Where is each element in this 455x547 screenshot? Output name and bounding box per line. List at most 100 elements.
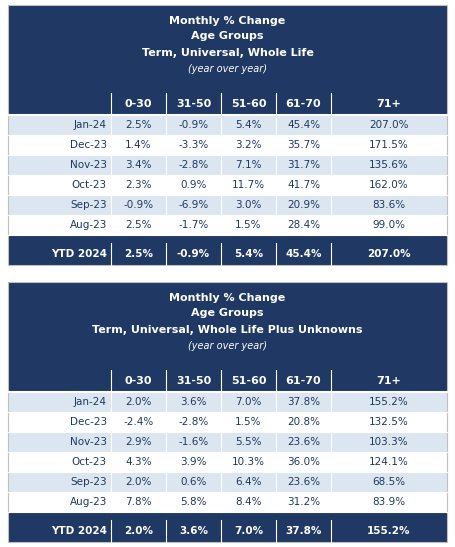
Text: 51-60: 51-60 xyxy=(231,376,266,386)
Text: 5.8%: 5.8% xyxy=(180,497,207,507)
Text: 207.0%: 207.0% xyxy=(369,120,409,130)
Text: 2.0%: 2.0% xyxy=(125,477,152,487)
Text: YTD 2024: YTD 2024 xyxy=(51,526,107,536)
Text: 5.4%: 5.4% xyxy=(234,249,263,259)
Text: Dec-23: Dec-23 xyxy=(70,417,107,427)
Text: 2.3%: 2.3% xyxy=(125,180,152,190)
Text: (year over year): (year over year) xyxy=(188,64,267,74)
Text: 35.7%: 35.7% xyxy=(287,140,320,150)
Text: 132.5%: 132.5% xyxy=(369,417,409,427)
Text: 61-70: 61-70 xyxy=(286,99,321,109)
Text: 7.0%: 7.0% xyxy=(235,397,262,407)
Text: 8.4%: 8.4% xyxy=(235,497,262,507)
Text: 124.1%: 124.1% xyxy=(369,457,409,467)
Text: Nov-23: Nov-23 xyxy=(70,437,107,447)
Text: 155.2%: 155.2% xyxy=(367,526,411,536)
Text: 3.2%: 3.2% xyxy=(235,140,262,150)
Text: 61-70: 61-70 xyxy=(286,376,321,386)
Text: 20.9%: 20.9% xyxy=(287,200,320,210)
Text: 31-50: 31-50 xyxy=(176,376,211,386)
Text: 51-60: 51-60 xyxy=(231,99,266,109)
Text: Oct-23: Oct-23 xyxy=(72,457,107,467)
Text: Jan-24: Jan-24 xyxy=(74,120,107,130)
Text: 3.9%: 3.9% xyxy=(180,457,207,467)
Text: 83.6%: 83.6% xyxy=(373,200,405,210)
Text: Sep-23: Sep-23 xyxy=(71,477,107,487)
Text: 45.4%: 45.4% xyxy=(285,249,322,259)
Text: Monthly % Change: Monthly % Change xyxy=(169,16,286,26)
Text: 155.2%: 155.2% xyxy=(369,397,409,407)
Text: Term, Universal, Whole Life Plus Unknowns: Term, Universal, Whole Life Plus Unknown… xyxy=(92,325,363,335)
Text: 11.7%: 11.7% xyxy=(232,180,265,190)
Text: 71+: 71+ xyxy=(377,99,401,109)
Text: 4.3%: 4.3% xyxy=(125,457,152,467)
Text: -0.9%: -0.9% xyxy=(177,249,210,259)
Text: 45.4%: 45.4% xyxy=(287,120,320,130)
Text: Aug-23: Aug-23 xyxy=(70,220,107,230)
Text: 99.0%: 99.0% xyxy=(373,220,405,230)
Text: 68.5%: 68.5% xyxy=(373,477,405,487)
Text: 37.8%: 37.8% xyxy=(287,397,320,407)
Text: Jan-24: Jan-24 xyxy=(74,397,107,407)
Text: 7.0%: 7.0% xyxy=(234,526,263,536)
Text: -3.3%: -3.3% xyxy=(178,140,209,150)
Text: -2.8%: -2.8% xyxy=(178,160,209,170)
Text: -1.7%: -1.7% xyxy=(178,220,209,230)
Text: 7.1%: 7.1% xyxy=(235,160,262,170)
Text: Aug-23: Aug-23 xyxy=(70,497,107,507)
Text: -2.4%: -2.4% xyxy=(123,417,154,427)
Text: 1.5%: 1.5% xyxy=(235,220,262,230)
Text: 71+: 71+ xyxy=(377,376,401,386)
Text: Monthly % Change: Monthly % Change xyxy=(169,293,286,303)
Text: 162.0%: 162.0% xyxy=(369,180,409,190)
Text: Oct-23: Oct-23 xyxy=(72,180,107,190)
Text: 0-30: 0-30 xyxy=(125,99,152,109)
Text: 31-50: 31-50 xyxy=(176,99,211,109)
Text: 31.7%: 31.7% xyxy=(287,160,320,170)
Text: 103.3%: 103.3% xyxy=(369,437,409,447)
Text: 2.9%: 2.9% xyxy=(125,437,152,447)
Text: 36.0%: 36.0% xyxy=(287,457,320,467)
Text: Age Groups: Age Groups xyxy=(191,308,264,318)
Text: 3.6%: 3.6% xyxy=(179,526,208,536)
Text: Sep-23: Sep-23 xyxy=(71,200,107,210)
Text: 2.0%: 2.0% xyxy=(124,526,153,536)
Text: 0.9%: 0.9% xyxy=(180,180,207,190)
Text: 7.8%: 7.8% xyxy=(125,497,152,507)
Text: 1.5%: 1.5% xyxy=(235,417,262,427)
Text: 41.7%: 41.7% xyxy=(287,180,320,190)
Text: 10.3%: 10.3% xyxy=(232,457,265,467)
Text: 5.4%: 5.4% xyxy=(235,120,262,130)
Text: 23.6%: 23.6% xyxy=(287,477,320,487)
Text: Dec-23: Dec-23 xyxy=(70,140,107,150)
Text: 207.0%: 207.0% xyxy=(367,249,411,259)
Text: 23.6%: 23.6% xyxy=(287,437,320,447)
Text: 0-30: 0-30 xyxy=(125,376,152,386)
Text: 135.6%: 135.6% xyxy=(369,160,409,170)
Text: 3.0%: 3.0% xyxy=(235,200,262,210)
Text: 0.6%: 0.6% xyxy=(180,477,207,487)
Text: 37.8%: 37.8% xyxy=(285,526,322,536)
Text: 2.5%: 2.5% xyxy=(125,220,152,230)
Text: 31.2%: 31.2% xyxy=(287,497,320,507)
Text: (year over year): (year over year) xyxy=(188,341,267,351)
Text: 83.9%: 83.9% xyxy=(373,497,405,507)
Text: 3.4%: 3.4% xyxy=(125,160,152,170)
Text: -2.8%: -2.8% xyxy=(178,417,209,427)
Text: 2.5%: 2.5% xyxy=(124,249,153,259)
Text: 2.0%: 2.0% xyxy=(125,397,152,407)
Text: -0.9%: -0.9% xyxy=(123,200,154,210)
Text: Nov-23: Nov-23 xyxy=(70,160,107,170)
Text: -1.6%: -1.6% xyxy=(178,437,209,447)
Text: -6.9%: -6.9% xyxy=(178,200,209,210)
Text: 1.4%: 1.4% xyxy=(125,140,152,150)
Text: 28.4%: 28.4% xyxy=(287,220,320,230)
Text: 5.5%: 5.5% xyxy=(235,437,262,447)
Text: 171.5%: 171.5% xyxy=(369,140,409,150)
Text: YTD 2024: YTD 2024 xyxy=(51,249,107,259)
Text: 6.4%: 6.4% xyxy=(235,477,262,487)
Text: 3.6%: 3.6% xyxy=(180,397,207,407)
Text: Term, Universal, Whole Life: Term, Universal, Whole Life xyxy=(142,48,313,58)
Text: 20.8%: 20.8% xyxy=(287,417,320,427)
Text: -0.9%: -0.9% xyxy=(178,120,208,130)
